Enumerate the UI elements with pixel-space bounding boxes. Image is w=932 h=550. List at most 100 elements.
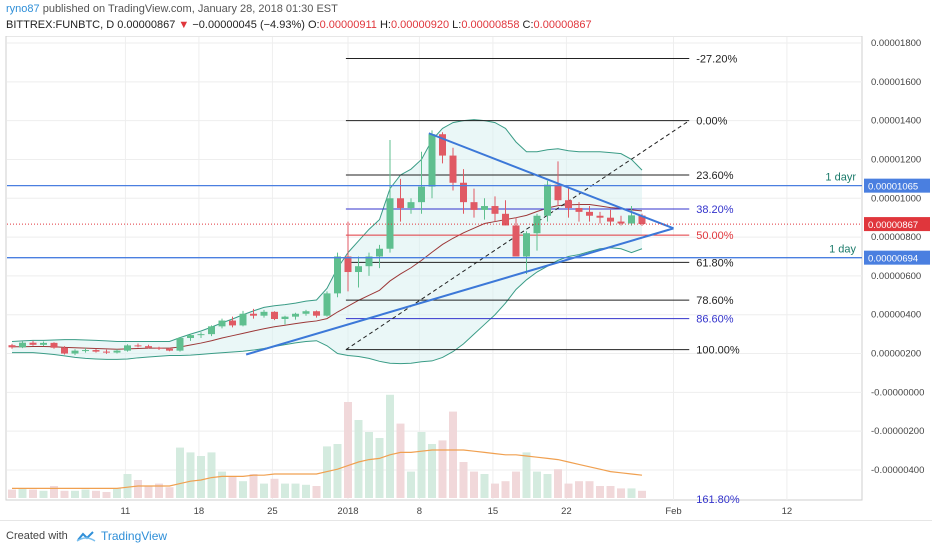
volume-bar (607, 486, 615, 498)
volume-bar (313, 486, 321, 498)
ohlc-legend: BITTREX:FUNBTC, D 0.00000867 ▼ −0.000000… (6, 19, 592, 31)
y-tick-label: 0.00001600 (871, 77, 921, 88)
y-tick-label: 0.00000800 (871, 232, 921, 243)
price-chart[interactable]: 0.00001800 0.00001600 0.00001400 0.00001200… (0, 36, 932, 520)
volume-bar (260, 484, 268, 498)
close-value: 0.00000867 (534, 19, 592, 31)
high-label: H: (380, 19, 391, 31)
candle-body (586, 212, 593, 216)
volume-bar (439, 440, 447, 498)
volume-bar (71, 491, 79, 498)
candle-body (82, 350, 89, 351)
candle-body (208, 326, 215, 334)
volume-bar (628, 488, 636, 498)
volume-bar (533, 472, 541, 498)
volume-bar (481, 474, 489, 498)
volume-bar (376, 438, 384, 498)
candle-body (555, 185, 562, 201)
volume-bar (544, 474, 552, 498)
fib-level-label: -27.20% (696, 54, 737, 66)
x-tick-label: 22 (561, 506, 572, 517)
candle-body (124, 345, 131, 350)
volume-bar (124, 474, 132, 498)
open-value: 0.00000911 (320, 19, 377, 31)
candle-body (618, 222, 625, 224)
volume-bar (638, 491, 646, 498)
volume-bar (365, 432, 373, 498)
x-tick-label: 8 (417, 506, 422, 517)
fib-level-label: 86.60% (696, 314, 734, 326)
horizontal-line-label: 1 day (829, 244, 856, 256)
candle-body (450, 156, 457, 183)
author-link[interactable]: ryno87 (6, 3, 40, 15)
volume-bar (502, 481, 510, 498)
candle-body (292, 314, 299, 317)
volume-bar (460, 462, 468, 498)
volume-bar (19, 488, 27, 498)
volume-bar (197, 456, 205, 498)
candle-body (429, 134, 436, 186)
x-tick-label: 15 (488, 506, 499, 517)
candle-body (261, 312, 268, 316)
volume-bar (218, 472, 226, 498)
x-tick-label: 11 (120, 506, 130, 517)
y-tick-label: -0.00000400 (871, 465, 924, 476)
fib-level-label: 61.80% (696, 257, 734, 269)
y-tick-label: 0.00001200 (871, 154, 921, 165)
volume-bar (334, 444, 342, 498)
volume-bar (523, 452, 531, 498)
candle-body (387, 198, 394, 248)
volume-bar (491, 484, 499, 498)
volume-bar (166, 487, 174, 498)
volume-bar (61, 491, 69, 498)
candle-body (376, 249, 383, 257)
candle-body (513, 225, 520, 256)
publish-line: ryno87 published on TradingView.com, Jan… (6, 3, 338, 15)
price-tag-label: 0.00001065 (868, 182, 918, 193)
y-tick-label: 0.00000400 (871, 310, 921, 321)
volume-bar (29, 490, 37, 498)
candle-body (565, 200, 572, 208)
volume-bar (397, 424, 405, 498)
candle-body (19, 343, 26, 348)
candle-body (607, 218, 614, 222)
volume-bar (113, 488, 121, 498)
volume-bar (176, 448, 184, 498)
candle-body (481, 206, 488, 210)
volume-bar (565, 484, 573, 498)
volume-bar (302, 485, 310, 498)
candle-body (534, 216, 541, 233)
candle-body (397, 198, 404, 208)
candle-body (51, 343, 58, 348)
down-arrow-icon: ▼ (178, 19, 189, 31)
candle-body (597, 216, 604, 218)
y-tick-label: 0.00001800 (871, 38, 921, 49)
y-tick-label: 0.00000600 (871, 271, 921, 282)
tradingview-link[interactable]: TradingView (101, 529, 167, 543)
y-tick-label: -0.00000000 (871, 387, 924, 398)
candle-body (334, 257, 341, 294)
chart-header: ryno87 published on TradingView.com, Jan… (0, 0, 932, 36)
candle-body (166, 349, 173, 351)
candle-body (313, 311, 320, 315)
volume-bar (617, 488, 625, 498)
tradingview-cloud-icon[interactable] (76, 529, 96, 543)
volume-bar (92, 491, 100, 498)
volume-bar (596, 486, 604, 498)
candle-body (250, 314, 257, 316)
candle-body (345, 257, 352, 273)
fib-level-label: 78.60% (696, 295, 734, 307)
chart-area[interactable]: 0.00001800 0.00001600 0.00001400 0.00001200… (0, 36, 932, 520)
fib-level-label: 0.00% (696, 116, 727, 128)
volume-bar (344, 402, 352, 498)
candle-body (271, 312, 278, 319)
created-with-label: Created with (6, 530, 68, 542)
y-tick-label: 0.00001000 (871, 193, 921, 204)
volume-bar (575, 481, 583, 498)
volume-bar (470, 472, 478, 498)
candle-body (628, 215, 635, 223)
x-tick-label: 25 (267, 506, 278, 517)
volume-bar (428, 444, 436, 498)
candle-body (576, 208, 583, 212)
x-tick-label: 18 (194, 506, 205, 517)
